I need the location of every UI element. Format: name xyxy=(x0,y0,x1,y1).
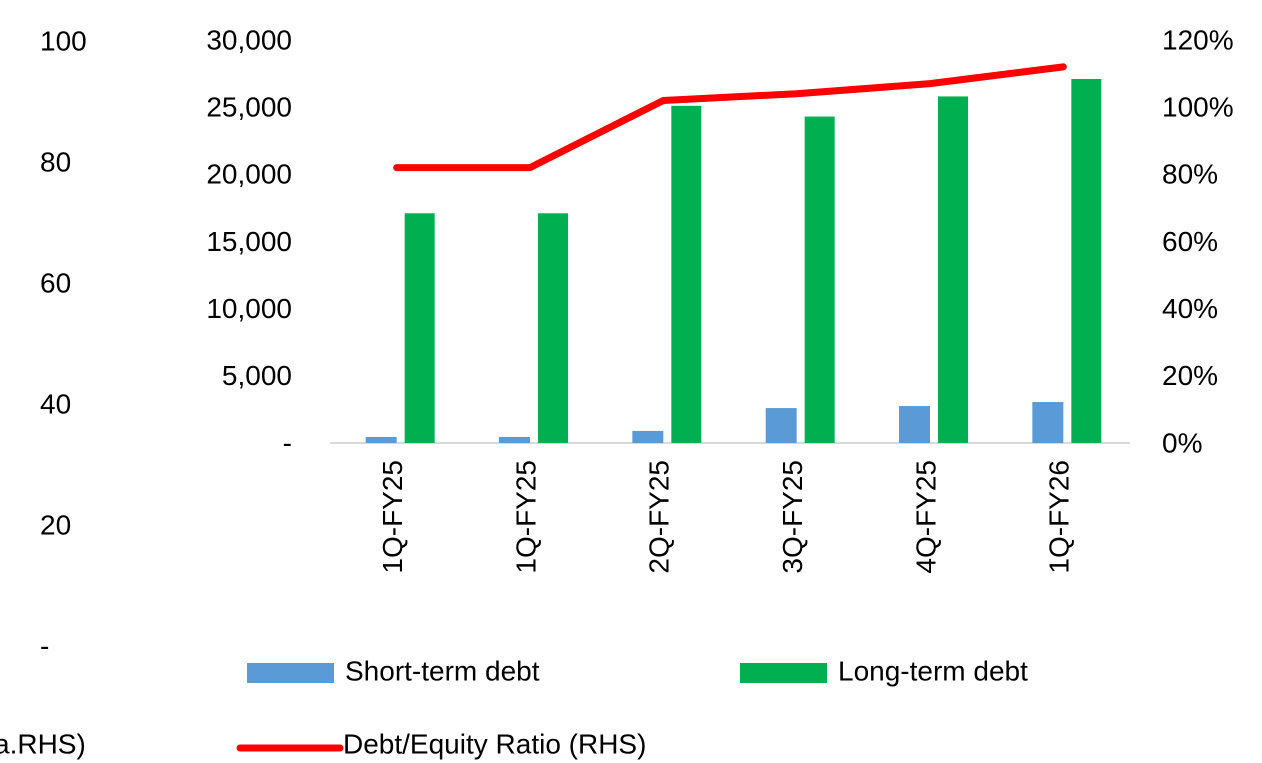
bar xyxy=(899,406,930,443)
y2-tick-label: 100% xyxy=(1162,92,1234,123)
y-tick-label: 60 xyxy=(40,267,71,298)
axis-note: a.RHS) xyxy=(0,728,86,759)
bar xyxy=(765,408,797,443)
x-tick-label: 1Q-FY26 xyxy=(1044,460,1075,574)
y2-tick-label: 60% xyxy=(1162,226,1218,257)
x-tick-label: 2Q-FY25 xyxy=(644,460,675,574)
legend-swatch xyxy=(247,663,334,683)
y-tick-label: 80 xyxy=(40,146,71,177)
y-tick-label: 30,000 xyxy=(206,24,292,55)
y2-tick-label: 80% xyxy=(1162,159,1218,190)
y-tick-label: - xyxy=(283,427,292,458)
x-tick-label: 3Q-FY25 xyxy=(777,460,808,574)
bar xyxy=(804,116,835,443)
bar xyxy=(404,213,435,443)
bar xyxy=(632,430,664,443)
y-tick-label: 40 xyxy=(40,388,71,419)
y2-tick-label: 20% xyxy=(1162,360,1218,391)
bar xyxy=(1032,402,1064,443)
y-tick-label: 25,000 xyxy=(206,92,292,123)
bar xyxy=(365,436,397,443)
y-tick-label: 20 xyxy=(40,509,71,540)
line-series xyxy=(393,63,1067,172)
legend-label: Short-term debt xyxy=(345,655,540,686)
bar xyxy=(1071,78,1102,443)
y2-tick-label: 0% xyxy=(1162,427,1202,458)
bar xyxy=(671,105,702,443)
x-tick-label: 1Q-FY25 xyxy=(377,460,408,574)
y-tick-label: 15,000 xyxy=(206,226,292,257)
y-tick-label: 20,000 xyxy=(206,159,292,190)
legend-label: Debt/Equity Ratio (RHS) xyxy=(343,728,646,759)
legend-label: Long-term debt xyxy=(838,655,1028,686)
y2-tick-label: 120% xyxy=(1162,24,1234,55)
y-tick-label: 10,000 xyxy=(206,293,292,324)
legend-swatch xyxy=(740,663,827,683)
bar xyxy=(499,436,530,443)
x-tick-label: 4Q-FY25 xyxy=(910,460,941,574)
y-tick-label: 5,000 xyxy=(222,360,292,391)
x-tick-label: 1Q-FY25 xyxy=(510,460,541,574)
bar xyxy=(938,96,968,444)
y-tick-label: - xyxy=(40,630,49,661)
bar xyxy=(538,213,568,443)
y2-tick-label: 40% xyxy=(1162,293,1218,324)
y-tick-label: 100 xyxy=(40,25,87,56)
